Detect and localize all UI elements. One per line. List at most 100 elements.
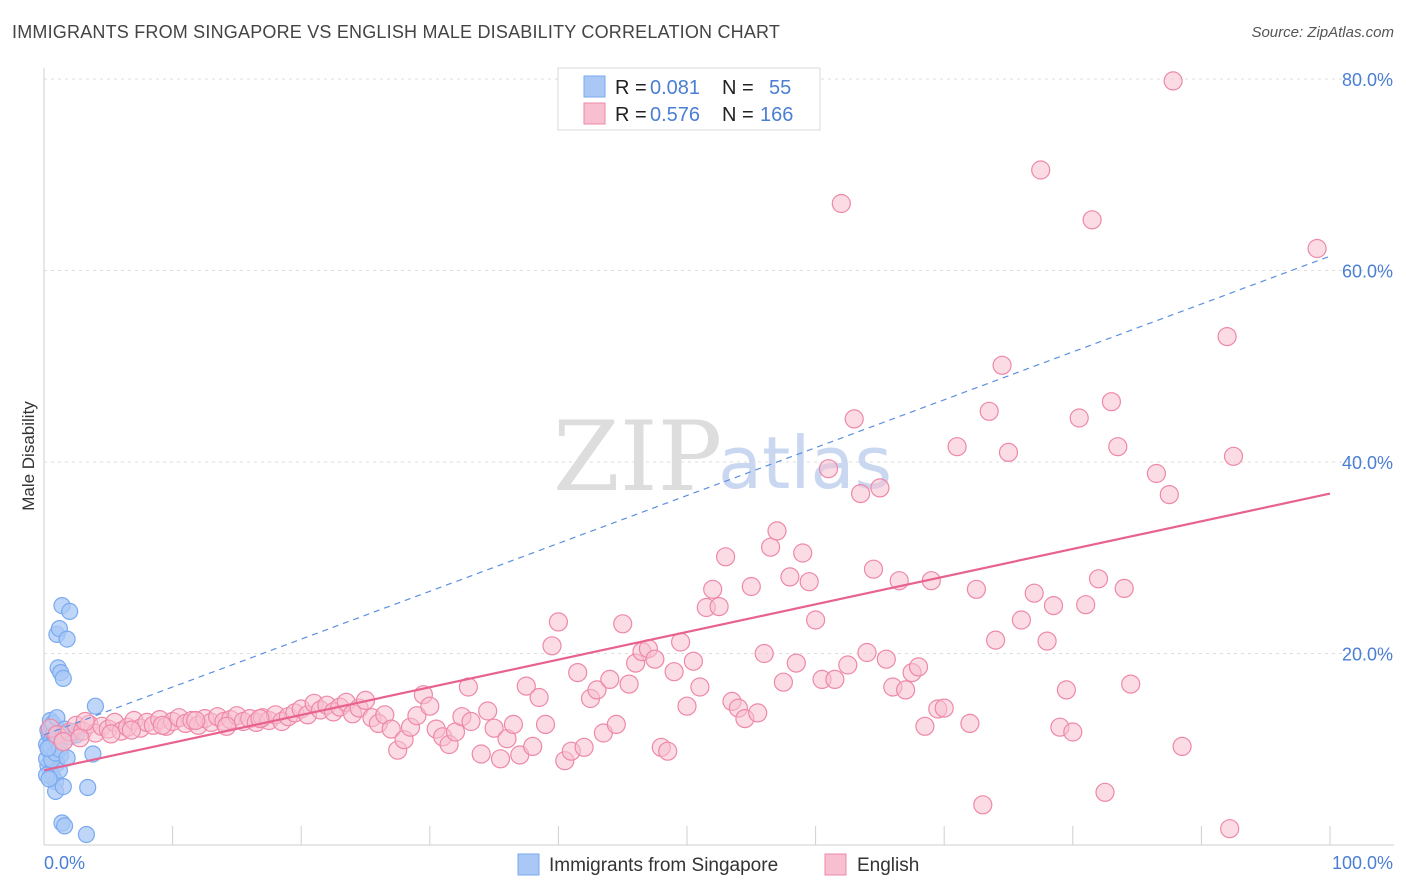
- y-tick-label-20: 20.0%: [1342, 645, 1393, 665]
- point-english-174: [70, 728, 90, 748]
- y-tick-label-60: 60.0%: [1342, 262, 1393, 282]
- point-english-178: [152, 715, 172, 735]
- point-english-161: [1101, 392, 1122, 412]
- point-singapore-29: [58, 630, 76, 648]
- point-singapore-24: [54, 669, 72, 688]
- point-singapore-21: [54, 777, 72, 796]
- watermark: ZIP atlas: [553, 401, 892, 513]
- chart-source: Source: ZipAtlas.com: [1251, 24, 1394, 41]
- point-english-112: [760, 537, 781, 557]
- point-english-168: [1172, 736, 1192, 757]
- point-english-66: [461, 711, 481, 732]
- point-english-133: [895, 680, 916, 700]
- legend-r-label-0: R =: [615, 77, 647, 99]
- point-english-82: [568, 662, 588, 683]
- point-english-79: [548, 612, 569, 632]
- point-english-177: [121, 720, 141, 740]
- point-english-136: [915, 716, 935, 736]
- point-english-59: [420, 696, 440, 716]
- legend-n-value-1: 166: [760, 104, 793, 126]
- point-english-88: [606, 714, 626, 735]
- point-english-159: [1088, 569, 1109, 589]
- point-english-141: [960, 713, 980, 734]
- point-english-122: [825, 669, 845, 690]
- point-english-144: [979, 401, 999, 421]
- point-english-100: [683, 651, 704, 671]
- point-english-165: [1146, 463, 1167, 484]
- legend-r-value-1: 0.576: [650, 104, 700, 126]
- series-english: [40, 71, 1327, 839]
- chart-title: IMMIGRANTS FROM SINGAPORE VS ENGLISH MAL…: [12, 22, 781, 42]
- point-english-83: [574, 737, 594, 757]
- point-english-110: [748, 703, 768, 723]
- point-english-94: [645, 649, 665, 669]
- point-singapore-34: [55, 817, 74, 835]
- gridlines: [44, 78, 1394, 654]
- bottom-legend-swatch-english: [824, 853, 847, 876]
- point-english-135: [908, 657, 929, 677]
- point-english-170: [1223, 446, 1244, 466]
- point-singapore-35: [77, 825, 96, 844]
- point-english-175: [75, 711, 95, 732]
- point-english-163: [1114, 578, 1134, 599]
- point-english-115: [780, 567, 800, 587]
- point-english-116: [786, 653, 806, 673]
- y-tick-label-80: 80.0%: [1342, 70, 1393, 90]
- point-singapore-44: [40, 770, 58, 788]
- point-english-162: [1108, 437, 1128, 457]
- point-english-72: [503, 714, 524, 735]
- bottom-legend: Immigrants from Singapore English: [517, 853, 919, 876]
- x-tick-label-left: 0.0%: [44, 853, 85, 873]
- point-english-164: [1121, 674, 1141, 694]
- y-tick-labels: 20.0% 40.0% 60.0% 80.0%: [1342, 70, 1393, 665]
- legend-r-value-0: 0.081: [650, 77, 700, 99]
- point-english-104: [709, 596, 729, 617]
- point-english-128: [863, 559, 884, 579]
- point-english-117: [793, 543, 813, 563]
- point-english-57: [407, 706, 427, 726]
- point-english-155: [1063, 722, 1083, 742]
- point-english-173: [53, 731, 73, 752]
- point-english-154: [1056, 680, 1077, 700]
- legend-n-value-0: 55: [769, 77, 791, 99]
- point-english-158: [1082, 210, 1102, 230]
- point-english-70: [490, 749, 511, 769]
- trend-lines: [43, 255, 1331, 772]
- point-english-76: [529, 687, 549, 708]
- point-english-166: [1159, 485, 1179, 505]
- bottom-legend-swatch-singapore: [517, 853, 540, 876]
- point-english-152: [1043, 595, 1064, 616]
- point-english-176: [101, 724, 121, 744]
- x-ticks: [172, 826, 1331, 845]
- point-english-157: [1076, 595, 1096, 615]
- point-english-53: [381, 719, 401, 739]
- point-english-78: [542, 636, 562, 656]
- bottom-legend-label-singapore: Immigrants from Singapore: [549, 855, 778, 876]
- point-english-150: [1031, 160, 1051, 180]
- point-singapore-52: [39, 739, 57, 757]
- legend-swatch-english: [583, 102, 606, 125]
- point-english-145: [985, 630, 1006, 650]
- point-english-167: [1163, 71, 1183, 91]
- point-english-67: [471, 744, 491, 764]
- point-english-77: [535, 714, 556, 735]
- point-english-172: [1307, 238, 1327, 259]
- point-english-103: [703, 579, 723, 599]
- point-singapore-32: [79, 778, 97, 797]
- point-english-87: [600, 669, 620, 690]
- point-english-129: [870, 478, 890, 498]
- point-english-101: [690, 677, 710, 697]
- point-english-109: [741, 576, 761, 597]
- trend-line-singapore: [43, 255, 1331, 736]
- point-english-148: [1011, 610, 1032, 630]
- point-english-124: [838, 655, 858, 675]
- point-english-121: [818, 459, 839, 479]
- point-english-151: [1037, 631, 1057, 651]
- point-english-179: [186, 710, 206, 731]
- bottom-legend-label-english: English: [857, 855, 919, 876]
- point-english-111: [754, 643, 774, 664]
- point-english-125: [844, 409, 864, 429]
- point-english-99: [677, 696, 697, 716]
- point-singapore-28: [61, 602, 79, 621]
